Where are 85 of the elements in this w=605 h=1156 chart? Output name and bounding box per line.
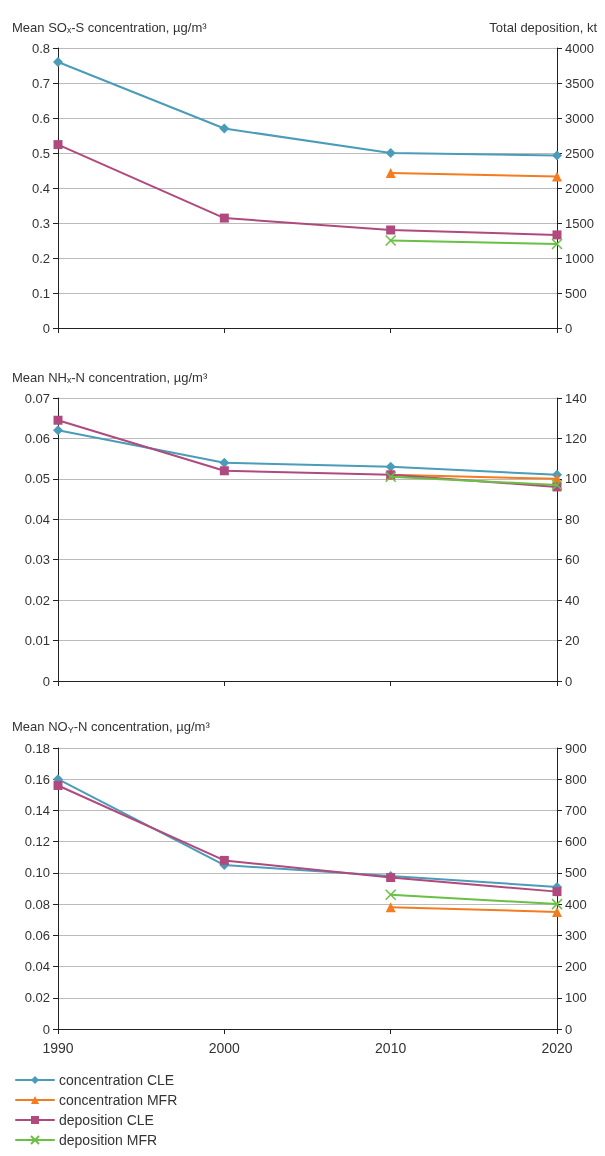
y-tick-label: 0.10 [24,865,50,881]
y-tick-label: 0.6 [31,110,50,126]
y-tick-label: 0.3 [31,215,50,231]
y-tick-label: 0.04 [24,511,50,527]
y2-tick-label: 700 [565,802,587,818]
y2-tick-label: 500 [565,865,587,881]
y-tick-label: 0.16 [24,771,50,787]
point [53,415,63,425]
y2-tick-label: 4000 [565,40,594,56]
y2-tick-label: 900 [565,740,587,756]
y-tick-label: 0.02 [24,592,50,608]
y-tick-label: 0.06 [24,927,50,943]
y2-axis-title: Total deposition, kt [489,20,598,35]
y2-tick-label: 600 [565,834,587,850]
y2-tick-label: 40 [565,592,580,608]
y-tick-label: 0.1 [31,285,50,301]
y2-tick-label: 0 [565,320,573,336]
y2-tick-label: 1500 [565,215,594,231]
x-tick-label: 2020 [541,1040,573,1056]
y-tick-label: 0.5 [31,145,50,161]
point [53,57,63,67]
y-tick-label: 0.08 [24,896,50,912]
y2-tick-label: 140 [565,390,587,406]
y2-tick-label: 400 [565,896,587,912]
y-tick-label: 0.02 [24,990,50,1006]
y-tick-label: 0.7 [31,75,50,91]
y-tick-label: 0.05 [24,471,50,487]
point [552,887,562,897]
y-tick-label: 0.07 [24,390,50,406]
y-tick-label: 0.4 [31,180,50,196]
y2-tick-label: 60 [565,552,580,568]
x-tick-label: 2010 [375,1040,407,1056]
x-tick-label: 1990 [42,1040,74,1056]
y2-tick-label: 100 [565,990,587,1006]
x-tick-label: 2000 [208,1040,241,1056]
point [385,461,396,472]
y-tick-label: 0.2 [31,250,50,266]
y2-tick-label: 3500 [565,75,594,91]
point [385,148,396,158]
y2-tick-label: 0 [565,1021,573,1037]
y2-tick-label: 120 [565,430,587,446]
point [386,225,396,235]
y-tick-label: 0.04 [24,959,50,975]
y-tick-label: 0 [42,673,50,689]
point [219,213,229,223]
y-tick-label: 0 [42,320,50,336]
y2-tick-label: 2500 [565,145,594,161]
y-tick-label: 0 [42,1021,50,1037]
y2-tick-label: 3000 [565,110,594,126]
y2-tick-label: 2000 [565,180,594,196]
point [219,457,230,468]
y2-tick-label: 200 [565,959,587,975]
point [551,238,563,250]
y-axis-title: Mean SOₓ-S concentration, µg/m³ [12,20,208,35]
point [53,780,63,790]
y2-tick-label: 500 [565,285,587,301]
point [53,425,63,436]
y2-tick-label: 0 [565,673,573,689]
y2-tick-label: 20 [565,633,580,649]
point [552,230,562,240]
point [219,855,229,865]
legend-label: deposition MFR [59,1132,158,1148]
point [53,140,63,150]
legend-label: concentration MFR [59,1092,178,1108]
y-tick-label: 0.18 [24,740,50,756]
legend-label: concentration CLE [59,1072,175,1088]
point [551,898,563,910]
point [219,123,230,134]
y2-tick-label: 100 [565,471,587,487]
legend-label: deposition CLE [59,1112,154,1128]
point [384,234,397,247]
y2-tick-label: 800 [565,771,587,787]
point [384,888,397,901]
y2-tick-label: 300 [565,927,587,943]
y-tick-label: 0.8 [31,40,50,56]
y-tick-label: 0.12 [24,834,50,850]
y2-tick-label: 80 [565,511,580,527]
y-axis-title: Mean NHₓ-N concentration, µg/m³ [12,370,208,385]
point [219,466,229,476]
y-tick-label: 0.01 [24,633,50,649]
y2-tick-label: 1000 [565,250,594,266]
point [552,150,562,161]
y-tick-label: 0.03 [24,552,50,568]
y-tick-label: 0.14 [24,802,50,818]
y-tick-label: 0.06 [24,430,50,446]
